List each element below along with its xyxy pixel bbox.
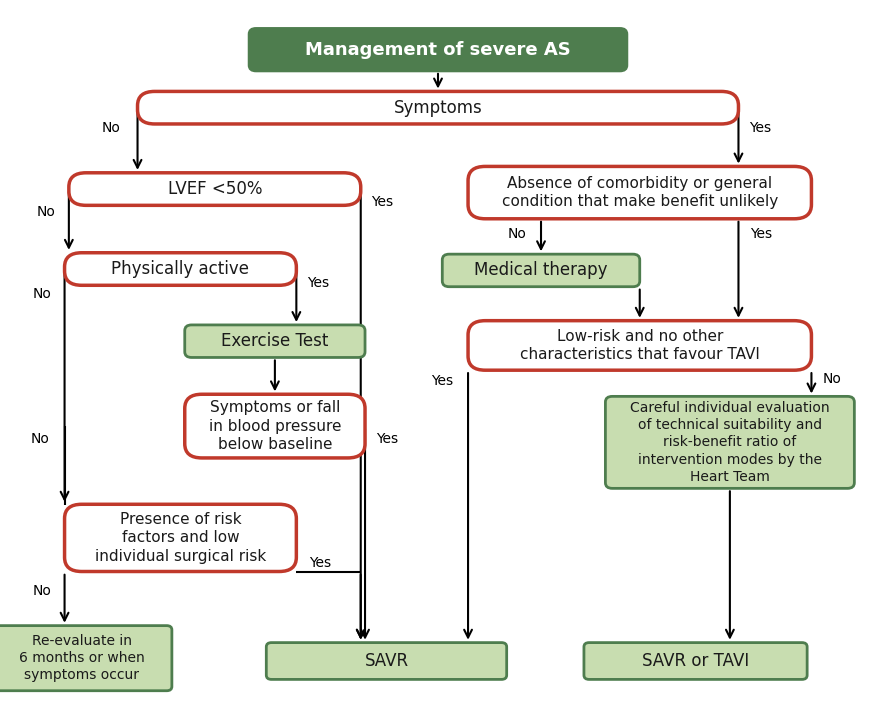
Text: No: No <box>823 372 842 386</box>
FancyBboxPatch shape <box>442 254 639 287</box>
Text: Symptoms: Symptoms <box>393 99 483 117</box>
Text: SAVR or TAVI: SAVR or TAVI <box>642 652 749 670</box>
Text: Presence of risk
factors and low
individual surgical risk: Presence of risk factors and low individ… <box>95 512 266 564</box>
FancyBboxPatch shape <box>69 173 361 205</box>
Text: Yes: Yes <box>749 121 771 134</box>
Text: Re-evaluate in
6 months or when
symptoms occur: Re-evaluate in 6 months or when symptoms… <box>19 634 145 682</box>
Text: No: No <box>31 432 50 445</box>
FancyBboxPatch shape <box>185 325 365 357</box>
Text: Yes: Yes <box>307 277 329 290</box>
Text: Symptoms or fall
in blood pressure
below baseline: Symptoms or fall in blood pressure below… <box>208 400 341 452</box>
Text: No: No <box>32 584 52 598</box>
FancyBboxPatch shape <box>185 394 365 458</box>
FancyBboxPatch shape <box>468 167 811 219</box>
Text: Yes: Yes <box>371 195 393 209</box>
FancyBboxPatch shape <box>65 504 296 572</box>
Text: No: No <box>102 121 120 134</box>
Text: Yes: Yes <box>376 432 399 445</box>
Text: Exercise Test: Exercise Test <box>222 332 328 350</box>
Text: No: No <box>32 287 52 301</box>
Text: No: No <box>507 227 526 240</box>
Text: Yes: Yes <box>750 227 772 240</box>
FancyBboxPatch shape <box>0 626 172 691</box>
FancyBboxPatch shape <box>266 643 506 679</box>
FancyBboxPatch shape <box>584 643 807 679</box>
Text: Yes: Yes <box>431 374 454 388</box>
Text: Management of severe AS: Management of severe AS <box>305 40 571 58</box>
FancyBboxPatch shape <box>605 396 854 488</box>
Text: Low-risk and no other
characteristics that favour TAVI: Low-risk and no other characteristics th… <box>519 329 759 362</box>
FancyBboxPatch shape <box>138 92 738 124</box>
Text: Careful individual evaluation
of technical suitability and
risk-benefit ratio of: Careful individual evaluation of technic… <box>630 401 830 484</box>
Text: Physically active: Physically active <box>111 260 250 278</box>
Text: LVEF <50%: LVEF <50% <box>167 180 262 198</box>
FancyBboxPatch shape <box>468 321 811 370</box>
Text: No: No <box>37 206 56 219</box>
Text: Absence of comorbidity or general
condition that make benefit unlikely: Absence of comorbidity or general condit… <box>502 175 778 209</box>
FancyBboxPatch shape <box>65 253 296 285</box>
FancyBboxPatch shape <box>249 28 627 71</box>
Text: Medical therapy: Medical therapy <box>474 261 608 279</box>
Text: SAVR: SAVR <box>364 652 408 670</box>
Text: Yes: Yes <box>309 556 331 570</box>
